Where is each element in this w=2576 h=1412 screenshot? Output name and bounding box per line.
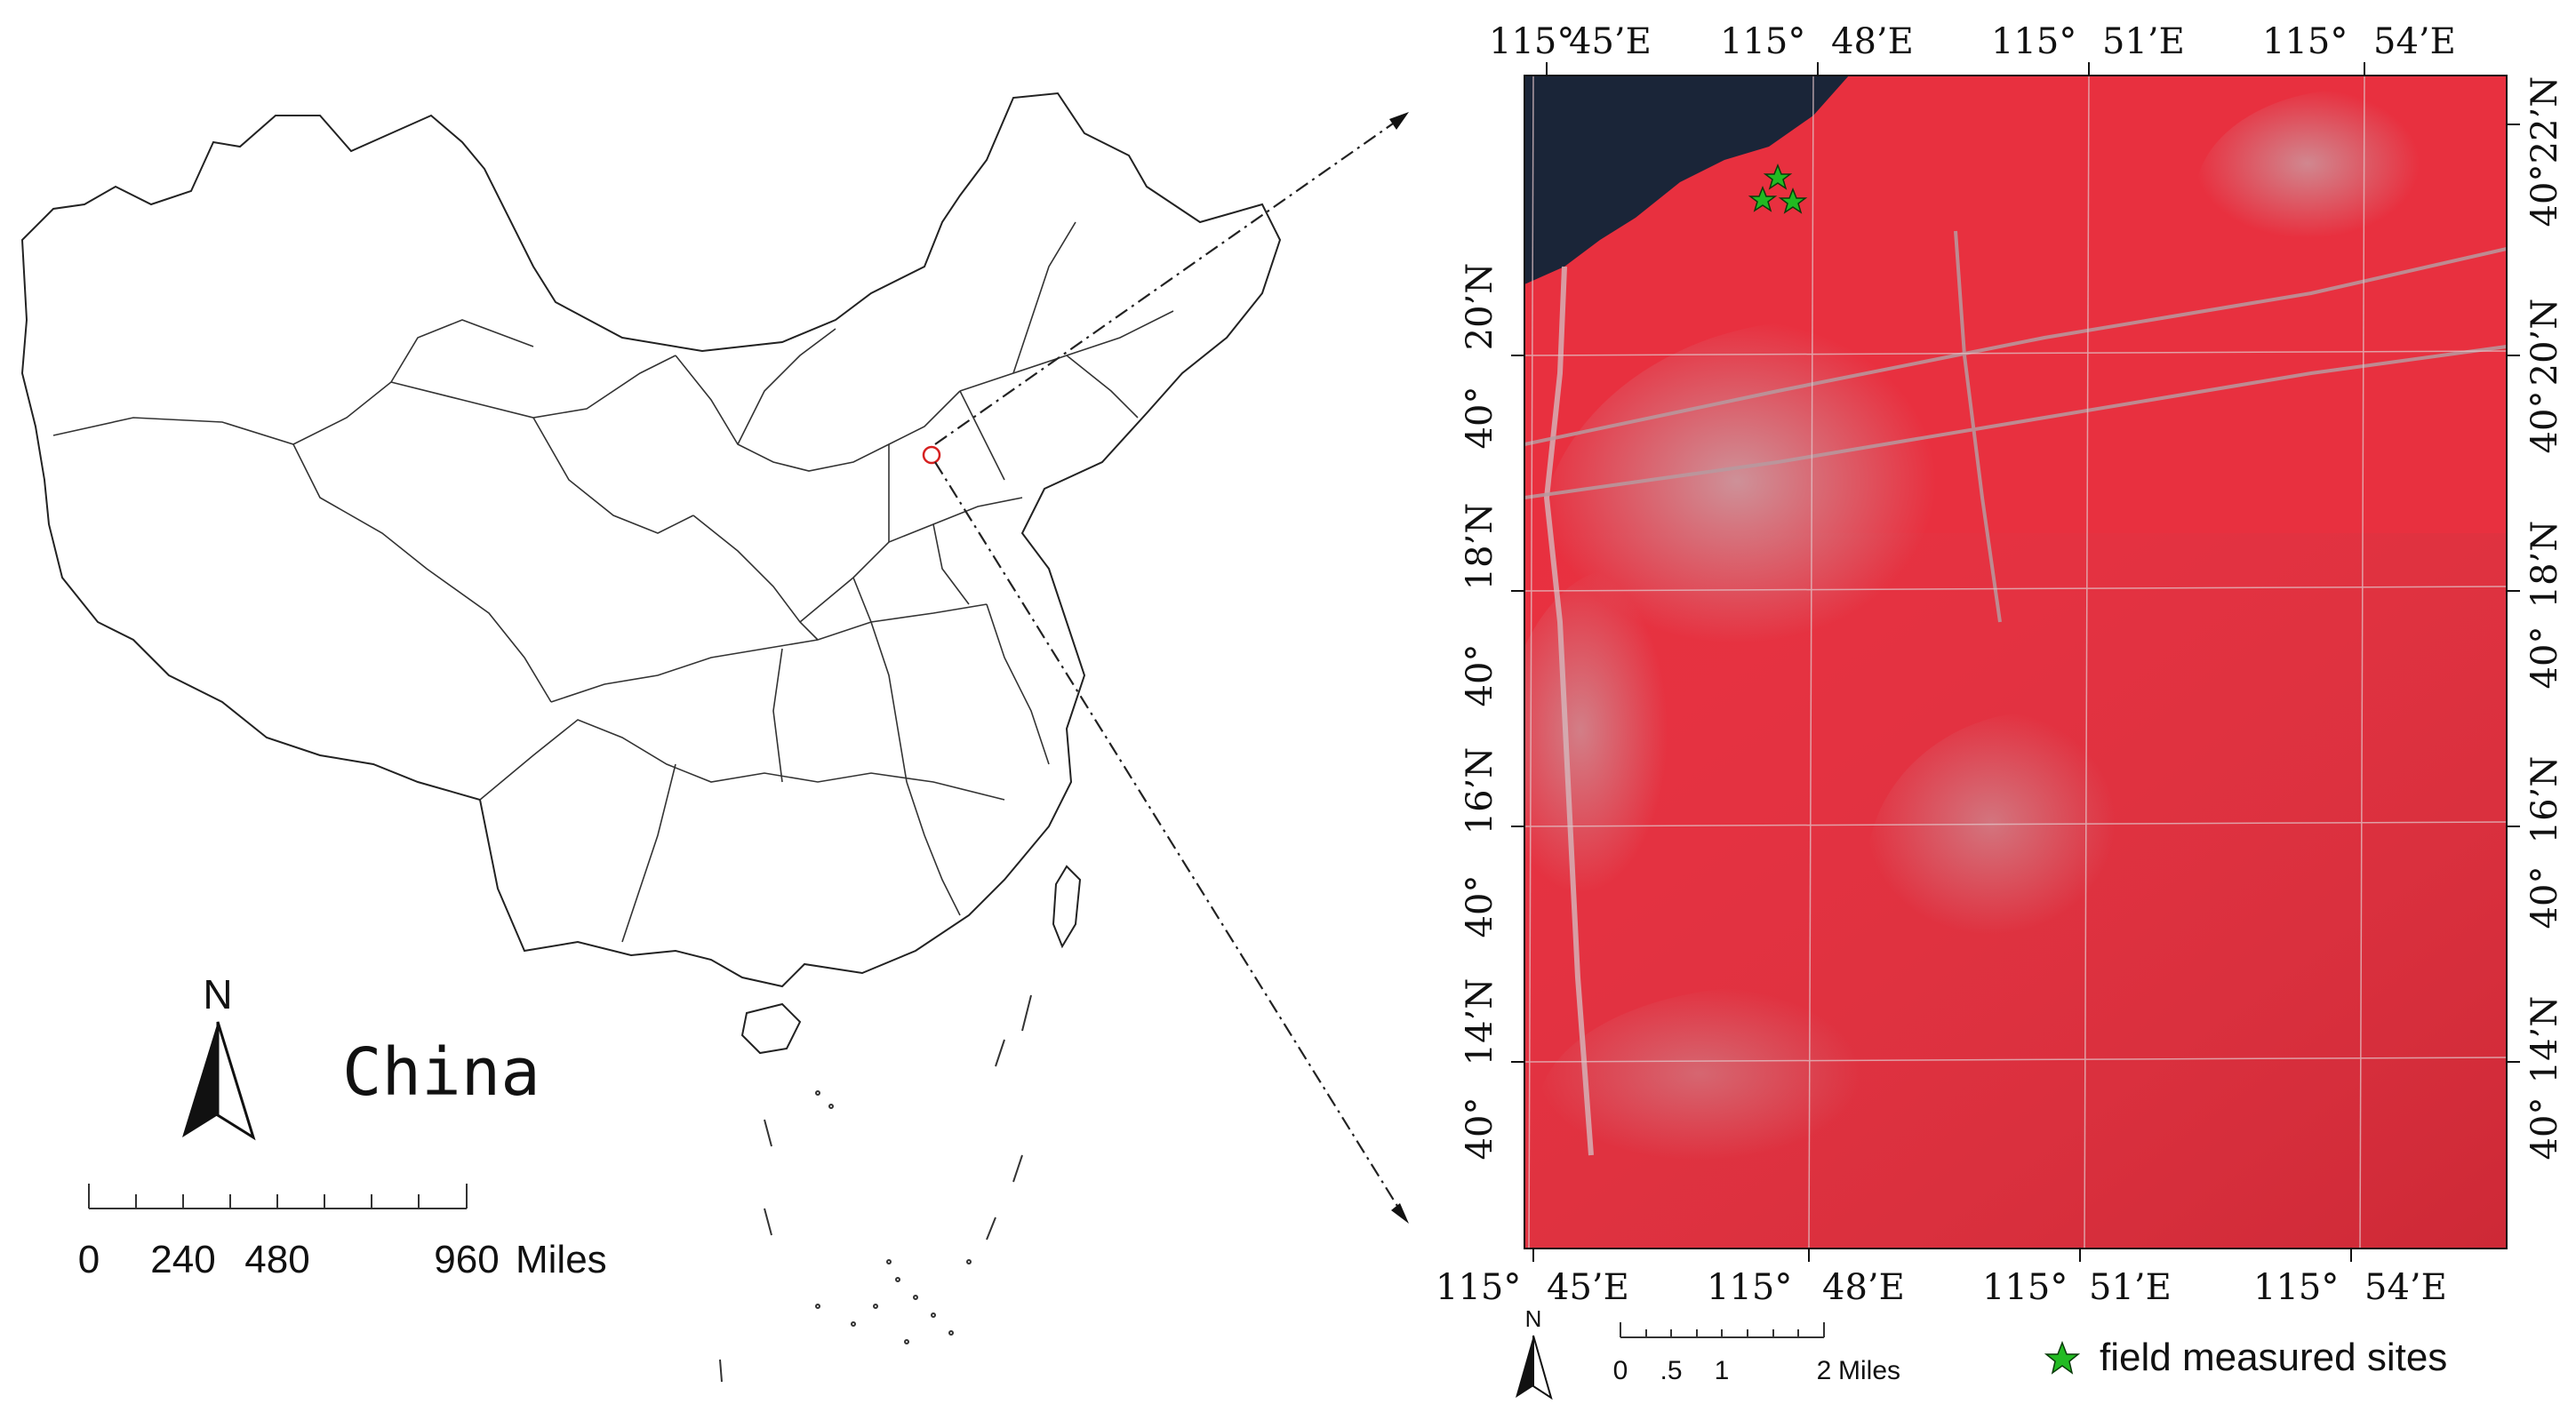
connector-arrowhead-top: [1389, 112, 1409, 130]
left-lat-deg-3: 40°: [1460, 875, 1500, 938]
overview-scale-label-0: 0: [78, 1238, 100, 1281]
top-lon-min-3: 51’E: [2102, 21, 2185, 62]
province-boundaries: [52, 221, 1174, 943]
overview-north-arrow: N: [182, 971, 256, 1141]
left-lat-min-3: 16’N: [1460, 747, 1500, 835]
overview-scale-label-3: 960: [434, 1238, 499, 1281]
detail-scale-unit: Miles: [1838, 1356, 1900, 1385]
left-lat-min-2: 18’N: [1460, 503, 1500, 591]
detail-scale-bar: 0 .5 1 2 Miles: [1613, 1322, 1900, 1385]
detail-scale-label-0: 0: [1613, 1356, 1628, 1385]
connector-arrowhead-bottom: [1391, 1203, 1409, 1224]
bottom-lon-deg-1: 115°: [1436, 1267, 1521, 1308]
field-site-marker: [1748, 185, 1778, 212]
left-lat-deg-1: 40°: [1460, 387, 1500, 450]
right-lat-min-5: 14’N: [2524, 996, 2565, 1084]
top-lon-min-4: 54’E: [2373, 21, 2456, 62]
china-outline: [20, 92, 1282, 988]
detail-scale-label-2: 1: [1715, 1356, 1730, 1385]
legend-label: field measured sites: [2100, 1336, 2447, 1379]
legend: field measured sites: [2044, 1336, 2447, 1379]
right-lat-deg-5: 40°: [2524, 1097, 2565, 1161]
detail-north-letter: N: [1525, 1305, 1542, 1332]
left-lat-min-4: 14’N: [1460, 978, 1500, 1066]
left-lat-min-1: 20’N: [1460, 263, 1500, 351]
detail-north-arrow: N: [1516, 1305, 1553, 1400]
left-lat-deg-2: 40°: [1460, 644, 1500, 707]
hainan-island: [740, 1002, 802, 1055]
detail-scale-label-1: .5: [1660, 1356, 1682, 1385]
study-area-marker: [922, 445, 941, 465]
top-lon-deg-4: 115°: [2262, 21, 2348, 62]
bottom-lon-deg-4: 115°: [2253, 1267, 2339, 1308]
taiwan-island: [1052, 865, 1082, 949]
top-lon-deg-1: 115°: [1489, 21, 1574, 62]
overview-scale-bar: 0 240 480 960 Miles: [78, 1184, 607, 1281]
bottom-lon-min-2: 48’E: [1822, 1267, 1905, 1308]
top-lon-min-2: 48’E: [1831, 21, 1914, 62]
detail-map: 115° 45’E 115° 48’E 115° 51’E 115° 54’E …: [1436, 21, 2565, 1400]
overview-north-letter: N: [203, 971, 232, 1017]
south-sea-islands: [719, 994, 1032, 1383]
legend-star-icon: [2044, 1340, 2081, 1375]
detail-map-frame: [1524, 75, 2508, 1249]
overview-map: N China 0 240 480 960 Miles: [20, 92, 1409, 1383]
bottom-lon-min-3: 51’E: [2089, 1267, 2172, 1308]
left-latitude-labels: 40° 20’N 40° 18’N 40° 16’N 40° 14’N: [1460, 263, 1500, 1161]
right-lat-min-2: 20’N: [2524, 299, 2565, 387]
field-site-marker: [1778, 187, 1808, 214]
right-lat-deg-4: 40°: [2524, 866, 2565, 929]
field-site-marker: [1763, 163, 1793, 190]
overview-scale-label-1: 240: [150, 1238, 215, 1281]
bottom-lon-min-4: 54’E: [2364, 1267, 2447, 1308]
right-lat-deg-3: 40°: [2524, 626, 2565, 690]
top-lon-deg-2: 115°: [1720, 21, 1805, 62]
right-latitude-labels: 22’N 40° 20’N 40° 18’N 40° 16’N 40° 14’N…: [2524, 76, 2565, 1161]
right-lat-deg-1: 40°: [2524, 164, 2565, 227]
right-lat-deg-2: 40°: [2524, 391, 2565, 454]
top-longitude-labels: 115° 45’E 115° 48’E 115° 51’E 115° 54’E: [1489, 21, 2456, 62]
overview-scale-unit: Miles: [516, 1238, 607, 1281]
right-lat-min-4: 16’N: [2524, 756, 2565, 844]
overview-scale-label-2: 480: [244, 1238, 309, 1281]
top-lon-deg-3: 115°: [1991, 21, 2076, 62]
field-sites: [1748, 163, 1808, 214]
right-lat-min-1: 22’N: [2524, 76, 2565, 164]
bottom-lon-deg-3: 115°: [1982, 1267, 2068, 1308]
zoom-connector-lines: [934, 115, 1405, 1218]
detail-scale-label-3: 2: [1817, 1356, 1832, 1385]
bottom-lon-deg-2: 115°: [1707, 1267, 1792, 1308]
bottom-longitude-labels: 115° 45’E 115° 48’E 115° 51’E 115° 54’E: [1436, 1267, 2447, 1308]
satellite-image: [1524, 76, 2507, 1248]
region-label: China: [342, 1034, 540, 1111]
top-lon-min-1: 45’E: [1569, 21, 1652, 62]
right-lat-min-3: 18’N: [2524, 521, 2565, 609]
bottom-lon-min-1: 45’E: [1547, 1267, 1629, 1308]
left-lat-deg-4: 40°: [1460, 1097, 1500, 1161]
